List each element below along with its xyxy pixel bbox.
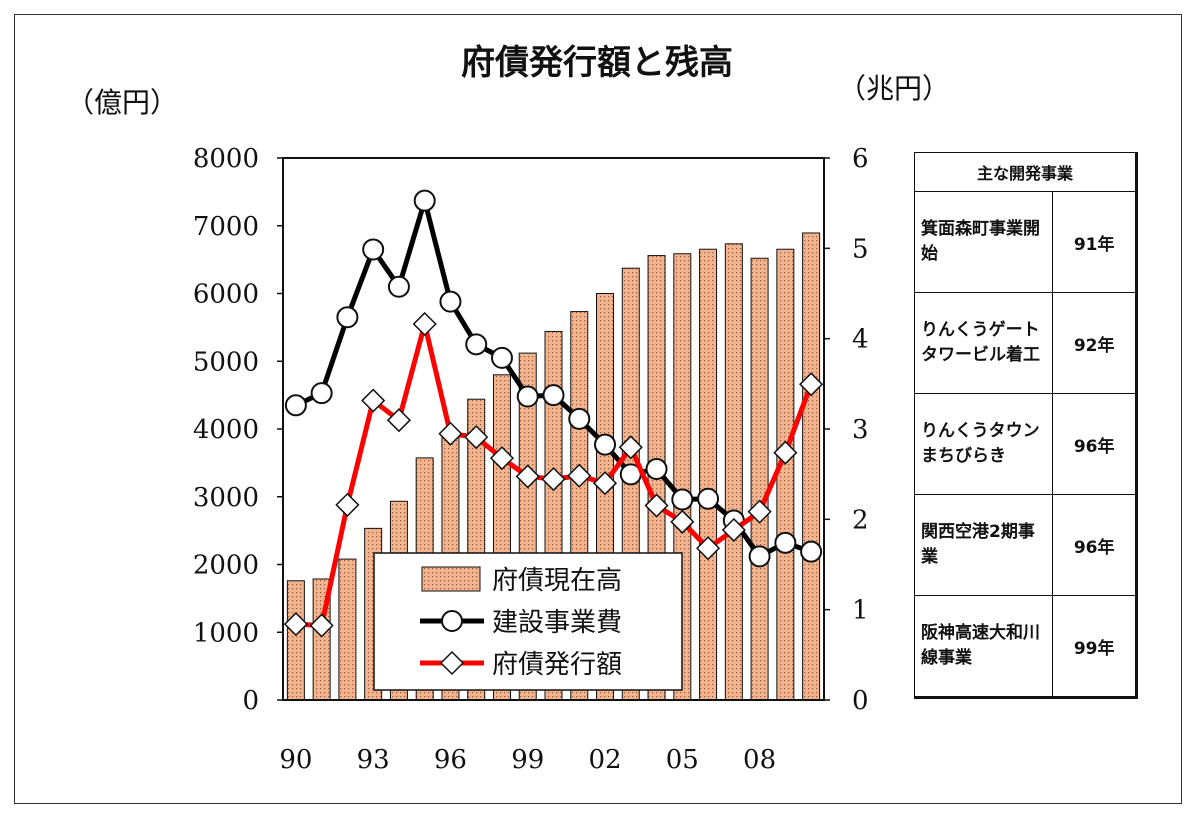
point-建設事業費 bbox=[439, 290, 462, 313]
event-year: 99年 bbox=[1052, 595, 1137, 698]
left-tick-label: 5000 bbox=[193, 347, 259, 377]
point-建設事業費 bbox=[310, 382, 333, 405]
point-建設事業費 bbox=[516, 385, 539, 408]
left-tick-label: 7000 bbox=[193, 212, 259, 242]
point-建設事業費 bbox=[413, 189, 436, 212]
right-axis-unit: （兆円） bbox=[838, 72, 950, 105]
point-建設事業費 bbox=[697, 487, 720, 510]
point-府債発行額 bbox=[515, 464, 540, 489]
left-tick-label: 8000 bbox=[193, 144, 259, 174]
point-府債発行額 bbox=[618, 435, 643, 460]
point-府債発行額 bbox=[335, 492, 360, 517]
point-府債発行額 bbox=[670, 509, 695, 534]
left-tick-label: 1000 bbox=[193, 618, 259, 648]
events-table: 主な開発事業 箕面森町事業開始 91年 りんくうゲートタワービル着工 92年 りんく… bbox=[913, 152, 1138, 699]
x-tick-label: 96 bbox=[434, 745, 467, 775]
point-建設事業費 bbox=[465, 333, 488, 356]
right-tick-label: 4 bbox=[852, 325, 869, 355]
point-建設事業費 bbox=[748, 545, 771, 568]
right-tick-label: 2 bbox=[852, 505, 869, 535]
left-tick-label: 4000 bbox=[193, 415, 259, 445]
point-建設事業費 bbox=[387, 275, 410, 298]
bar-府債現在高 bbox=[338, 558, 357, 701]
point-府債発行額 bbox=[438, 421, 463, 446]
event-name: 阪神高速大和川線事業 bbox=[913, 595, 1054, 698]
point-府債発行額 bbox=[309, 613, 334, 638]
point-府債発行額 bbox=[747, 499, 772, 524]
point-府債発行額 bbox=[283, 612, 308, 637]
right-tick-label: 6 bbox=[852, 144, 869, 174]
point-建設事業費 bbox=[774, 531, 797, 554]
point-建設事業費 bbox=[490, 346, 513, 369]
point-府債発行額 bbox=[386, 408, 411, 433]
point-建設事業費 bbox=[568, 407, 591, 430]
table-row: りんくうゲートタワービル着工 92年 bbox=[913, 292, 1137, 394]
event-name: りんくうタウンまちびらき bbox=[913, 393, 1054, 495]
table-row: 関西空港2期事業 96年 bbox=[913, 494, 1137, 596]
bar-府債現在高 bbox=[724, 243, 743, 701]
event-name: 箕面森町事業開始 bbox=[913, 191, 1054, 293]
left-tick-label: 6000 bbox=[193, 280, 259, 310]
legend-marker-建設事業費 bbox=[441, 610, 463, 632]
legend-label: 府債発行額 bbox=[492, 650, 622, 680]
table-row: りんくうタウンまちびらき 96年 bbox=[913, 393, 1137, 495]
point-建設事業費 bbox=[542, 384, 565, 407]
events-table-header: 主な開発事業 bbox=[914, 152, 1137, 192]
point-府債発行額 bbox=[799, 372, 824, 397]
legend-label: 建設事業費 bbox=[492, 608, 622, 638]
event-year: 96年 bbox=[1052, 393, 1137, 495]
point-建設事業費 bbox=[645, 457, 668, 480]
x-tick-label: 05 bbox=[666, 745, 699, 775]
left-tick-label: 2000 bbox=[193, 551, 259, 581]
bar-府債現在高 bbox=[286, 580, 305, 701]
x-tick-label: 93 bbox=[357, 745, 390, 775]
point-建設事業費 bbox=[336, 306, 359, 329]
legend-swatch-府債現在高 bbox=[421, 566, 481, 592]
table-row: 阪神高速大和川線事業 99年 bbox=[913, 595, 1137, 698]
point-府債発行額 bbox=[592, 471, 618, 496]
x-tick-label: 08 bbox=[743, 745, 776, 775]
point-府債発行額 bbox=[696, 536, 721, 561]
bar-府債現在高 bbox=[802, 232, 821, 701]
event-year: 91年 bbox=[1052, 191, 1137, 293]
point-府債発行額 bbox=[361, 388, 386, 413]
right-tick-label: 5 bbox=[852, 234, 869, 264]
point-府債発行額 bbox=[541, 467, 566, 492]
bar-府債現在高 bbox=[750, 257, 769, 701]
table-row: 箕面森町事業開始 91年 bbox=[913, 191, 1137, 293]
bar-府債現在高 bbox=[776, 248, 795, 701]
left-axis-unit: （億円） bbox=[66, 86, 178, 119]
point-府債発行額 bbox=[721, 517, 746, 543]
point-府債発行額 bbox=[464, 425, 489, 450]
right-tick-label: 1 bbox=[852, 596, 869, 626]
bar-府債現在高 bbox=[699, 248, 718, 701]
point-府債発行額 bbox=[773, 440, 798, 465]
chart-title: 府債発行額と残高 bbox=[461, 43, 733, 83]
event-name: りんくうゲートタワービル着工 bbox=[913, 292, 1054, 394]
legend-marker-府債発行額 bbox=[439, 650, 465, 676]
right-tick-label: 0 bbox=[852, 686, 869, 716]
x-tick-label: 02 bbox=[588, 745, 621, 775]
legend-label: 府債現在高 bbox=[492, 566, 622, 596]
point-府債発行額 bbox=[412, 311, 437, 337]
point-建設事業費 bbox=[671, 488, 694, 511]
point-府債発行額 bbox=[644, 493, 669, 518]
right-tick-label: 3 bbox=[852, 415, 869, 445]
x-tick-label: 99 bbox=[511, 745, 544, 775]
point-建設事業費 bbox=[800, 540, 823, 563]
left-tick-label: 0 bbox=[242, 686, 259, 716]
event-name: 関西空港2期事業 bbox=[913, 494, 1054, 596]
point-建設事業費 bbox=[594, 433, 617, 456]
point-府債発行額 bbox=[489, 446, 515, 471]
point-建設事業費 bbox=[362, 238, 385, 261]
point-建設事業費 bbox=[284, 394, 307, 417]
left-tick-label: 3000 bbox=[193, 483, 259, 513]
point-府債発行額 bbox=[567, 463, 592, 488]
event-year: 96年 bbox=[1052, 494, 1137, 596]
x-tick-label: 90 bbox=[279, 745, 312, 775]
event-year: 92年 bbox=[1052, 292, 1137, 394]
